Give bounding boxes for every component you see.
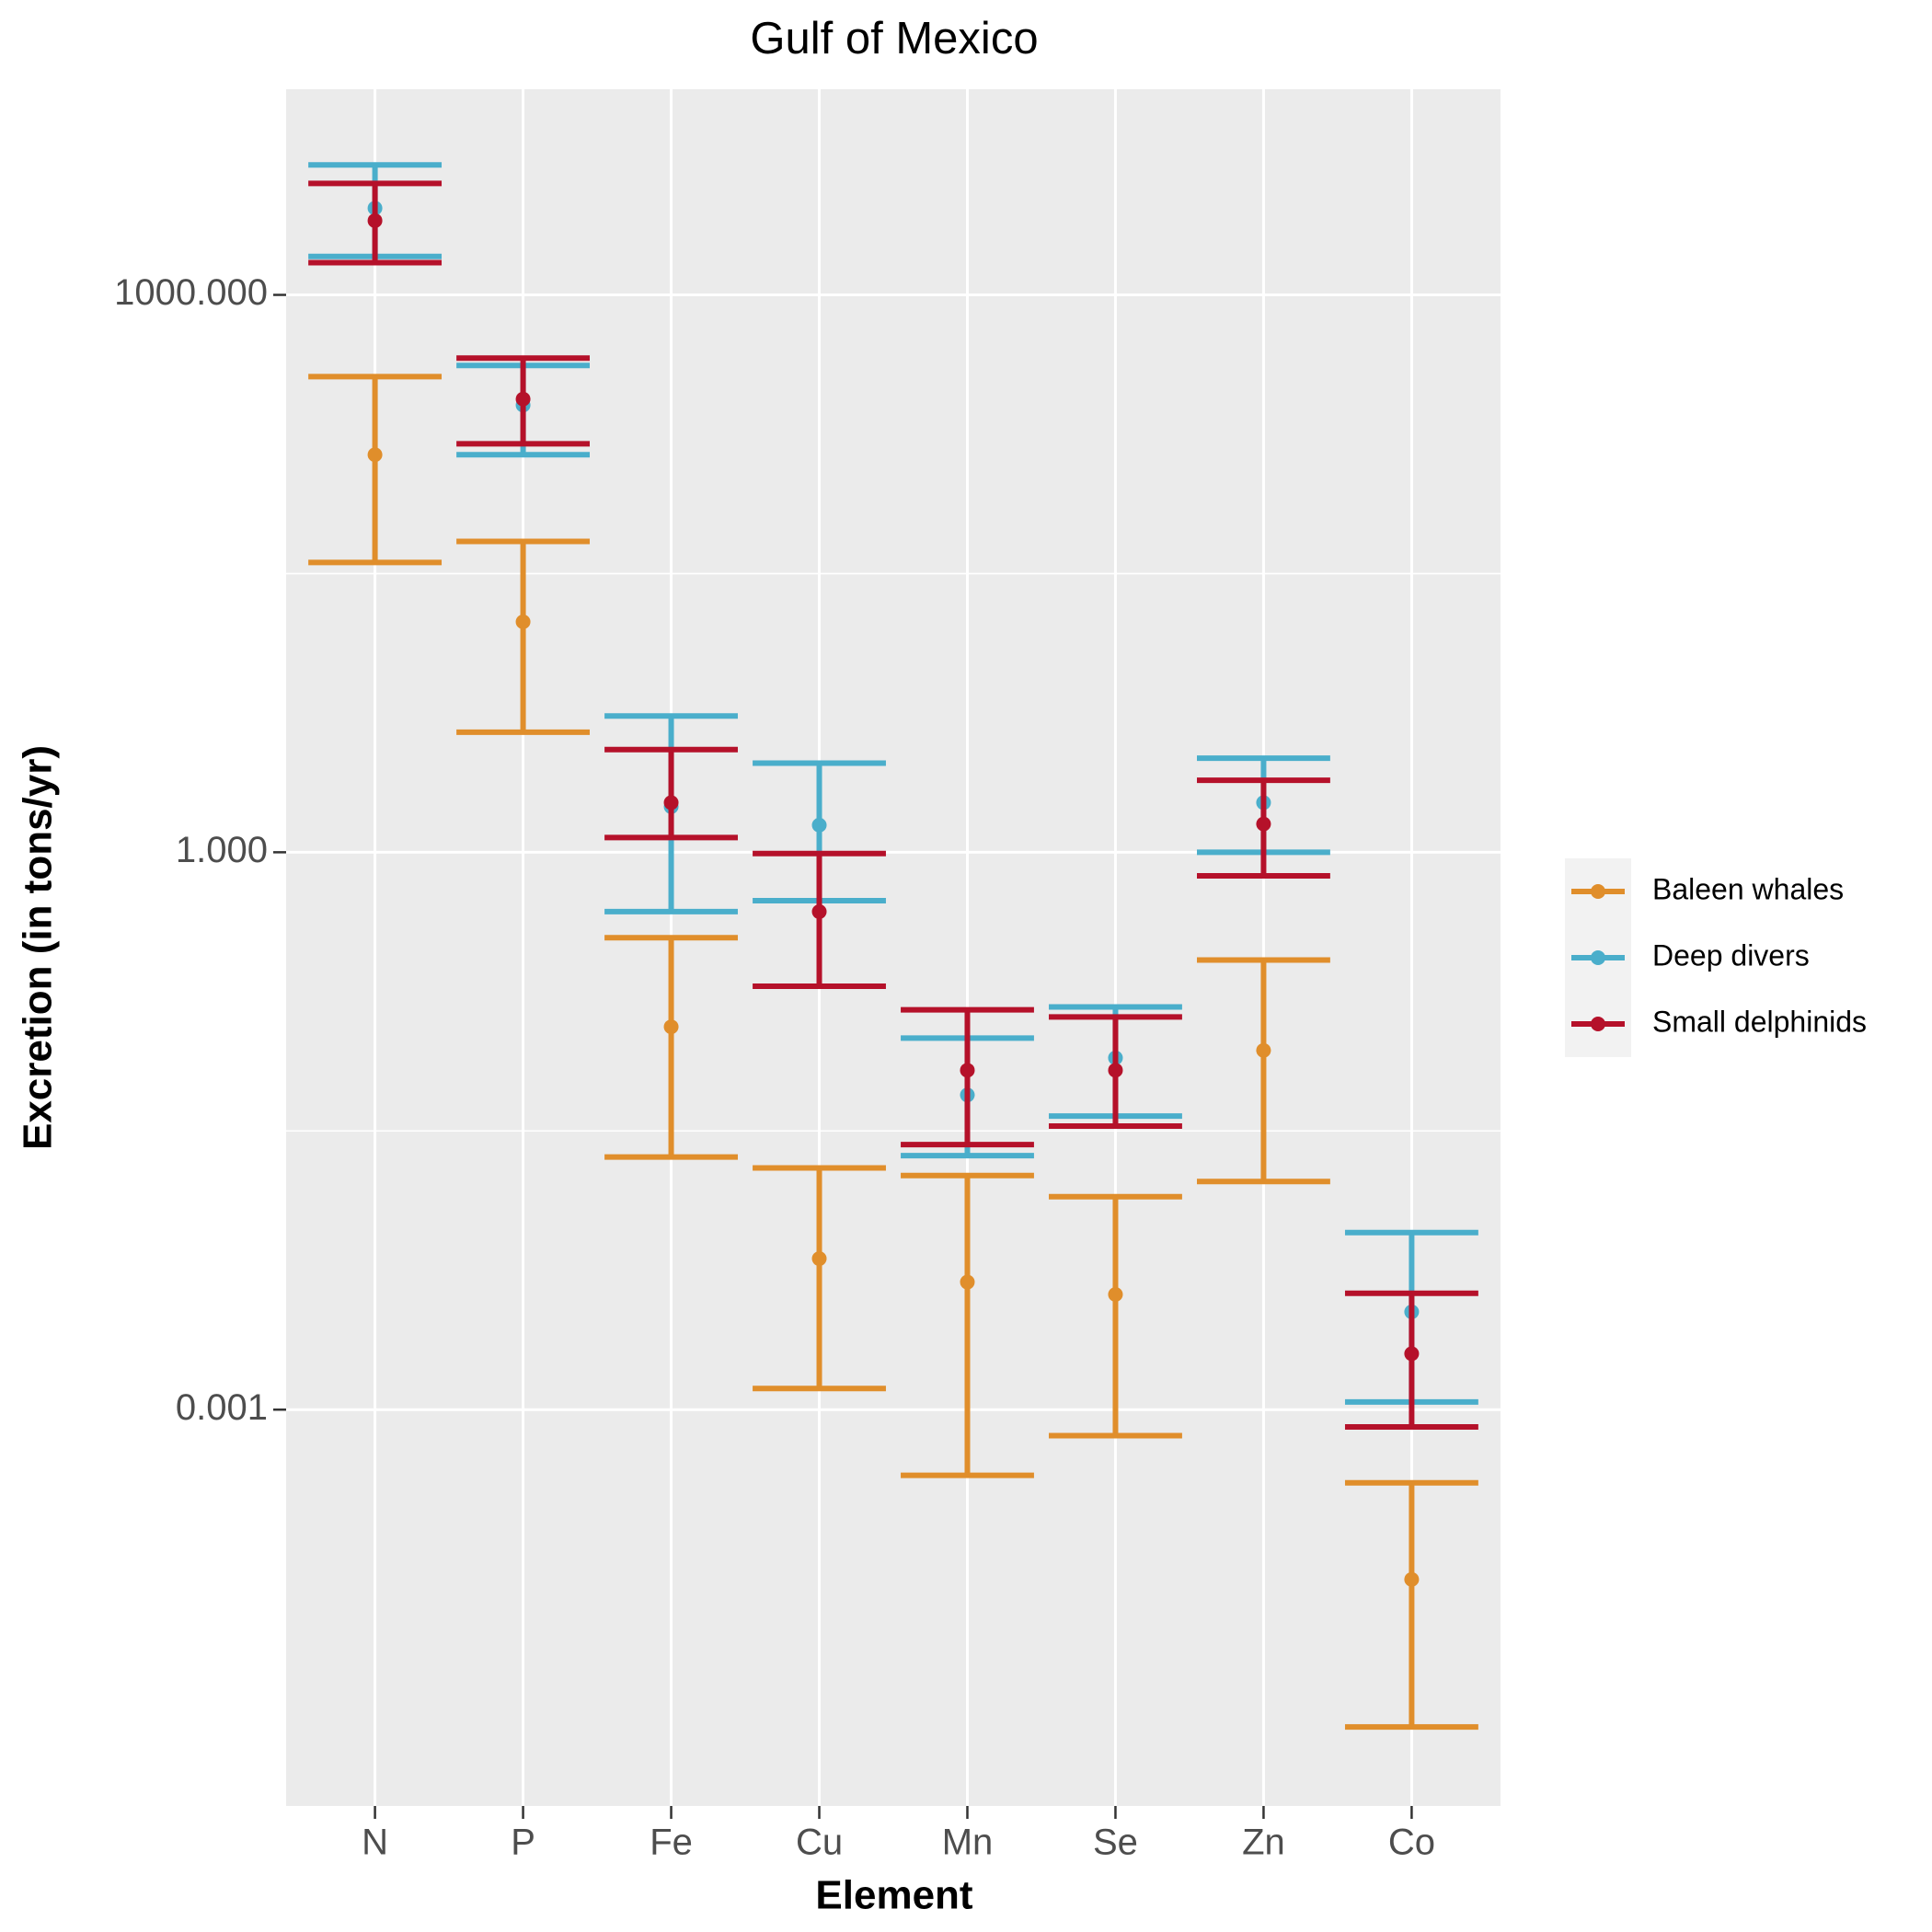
point [811,817,827,833]
point [663,795,679,811]
x-tick-label: N [362,1823,388,1863]
legend-key-point [1591,1017,1605,1031]
legend-key-point [1591,950,1605,965]
x-tick-label: Mn [942,1823,994,1863]
point [367,447,383,463]
x-tick-label: Se [1093,1823,1138,1863]
point [515,614,531,629]
point [1404,1571,1420,1587]
legend-label: Deep divers [1652,938,1810,972]
x-tick-label: P [511,1823,535,1863]
point [1256,1042,1271,1058]
y-tick-label: 1.000 [176,830,268,870]
x-axis-title: Element [815,1873,973,1918]
point [960,1063,975,1078]
point [1108,1063,1123,1078]
point [960,1274,975,1290]
y-axis-title: Excretion (in tons/yr) [16,745,61,1150]
point [1256,816,1271,832]
point [811,903,827,919]
panel [286,89,1501,1806]
point [663,1019,679,1035]
point [367,213,383,228]
x-tick-label: Co [1388,1823,1435,1863]
point [811,1251,827,1267]
legend-label: Baleen whales [1652,872,1844,905]
x-tick-label: Fe [650,1823,693,1863]
point [1404,1346,1420,1362]
x-tick-label: Cu [796,1823,843,1863]
y-tick-label: 1000.000 [114,272,268,313]
x-tick-label: Zn [1242,1823,1285,1863]
chart-title: Gulf of Mexico [750,14,1038,63]
point [515,391,531,407]
y-tick-label: 0.001 [176,1387,268,1428]
point [1108,1286,1123,1302]
legend-key-point [1591,884,1605,899]
legend-label: Small delphinids [1652,1005,1867,1038]
